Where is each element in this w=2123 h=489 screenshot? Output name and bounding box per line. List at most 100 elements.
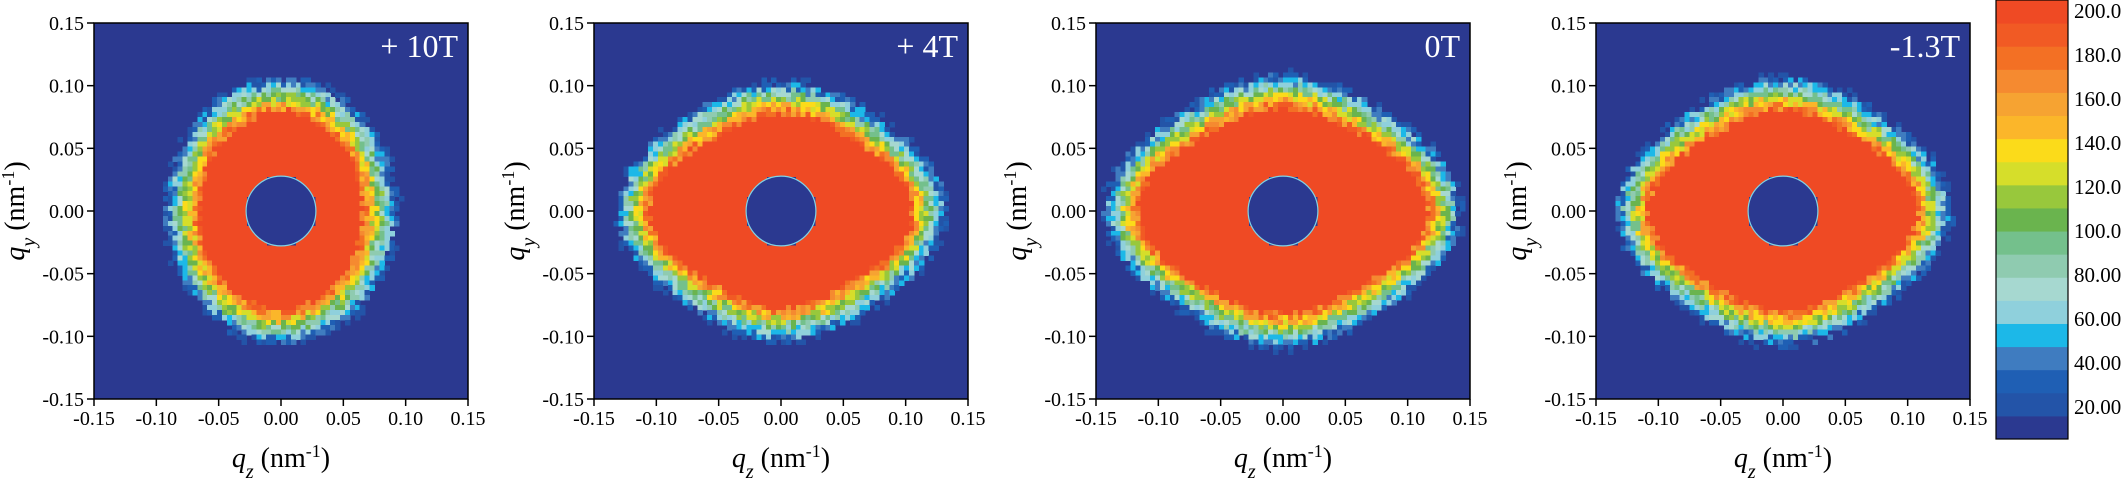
heatmap-cell	[202, 112, 208, 118]
heatmap-cell	[335, 117, 341, 123]
heatmap-cell	[349, 126, 356, 133]
heatmap-cell	[810, 112, 817, 118]
heatmap-cell	[1199, 181, 1205, 187]
heatmap-cell	[1110, 215, 1117, 222]
heatmap-cell	[677, 245, 684, 252]
heatmap-cell	[207, 176, 213, 182]
heatmap-cell	[721, 290, 728, 296]
heatmap-cell	[923, 181, 930, 187]
heatmap-cell	[212, 225, 218, 232]
heatmap-cell	[354, 225, 361, 232]
heatmap-cell	[618, 240, 625, 247]
heatmap-cell	[731, 92, 738, 98]
heatmap-cell	[359, 280, 366, 286]
heatmap-cell	[359, 211, 366, 217]
heatmap-cell	[310, 126, 317, 133]
heatmap-cell	[207, 131, 213, 138]
heatmap-cell	[271, 102, 277, 108]
heatmap-cell	[182, 270, 189, 276]
heatmap-cell	[226, 102, 233, 108]
heatmap-cell	[374, 151, 381, 158]
heatmap-cell	[379, 186, 385, 192]
heatmap-cell	[300, 324, 307, 331]
heatmap-cell	[667, 260, 674, 267]
heatmap-cell	[864, 136, 871, 143]
heatmap-cell	[187, 141, 194, 148]
heatmap-cell	[344, 131, 351, 138]
heatmap-cell	[820, 92, 826, 98]
heatmap-cell	[172, 215, 179, 222]
heatmap-cell	[657, 235, 664, 242]
heatmap-cell	[879, 131, 885, 138]
heatmap-cell	[884, 300, 890, 306]
heatmap-cell	[790, 112, 797, 118]
heatmap-cell	[197, 176, 203, 182]
heatmap-cell	[251, 126, 257, 133]
heatmap-cell	[305, 131, 312, 138]
heatmap-cell	[320, 126, 326, 133]
heatmap-cell	[633, 171, 639, 177]
heatmap-cell	[295, 260, 302, 267]
heatmap-cell	[251, 92, 257, 98]
heatmap-cell	[692, 245, 698, 252]
heatmap-cell	[335, 324, 341, 331]
heatmap-cell	[340, 260, 346, 267]
heatmap-cell	[305, 275, 312, 281]
heatmap-cell	[623, 206, 630, 212]
heatmap-cell	[795, 87, 802, 93]
heatmap-cell	[202, 126, 208, 133]
heatmap-cell	[359, 309, 366, 316]
heatmap-cell	[687, 141, 694, 148]
heatmap-cell	[785, 280, 792, 286]
heatmap-cell	[1194, 235, 1200, 242]
heatmap-cell	[1125, 220, 1132, 227]
heatmap-cell	[815, 131, 821, 138]
heatmap-cell	[217, 295, 223, 301]
heatmap-cell	[904, 146, 910, 153]
heatmap-cell	[894, 156, 900, 163]
heatmap-cell	[1194, 260, 1200, 267]
heatmap-cell	[359, 181, 366, 187]
heatmap-cell	[315, 82, 321, 88]
heatmap-cell	[781, 161, 787, 168]
heatmap-cell	[638, 250, 644, 257]
heatmap-cell	[1115, 225, 1122, 232]
heatmap-cell	[776, 146, 782, 153]
heatmap-cell	[662, 240, 669, 247]
heatmap-cell	[241, 215, 248, 222]
heatmap-cell	[271, 151, 277, 158]
heatmap-cell	[335, 275, 341, 281]
heatmap-cell	[879, 220, 885, 227]
heatmap-cell	[1140, 255, 1146, 262]
heatmap-cell	[653, 270, 659, 276]
heatmap-cell	[1164, 121, 1171, 128]
heatmap-cell	[1194, 250, 1200, 257]
heatmap-cell	[197, 260, 203, 267]
heatmap-cell	[1199, 186, 1205, 192]
heatmap-cell	[1164, 250, 1171, 257]
heatmap-cell	[236, 300, 243, 306]
heatmap-cell	[236, 156, 243, 163]
heatmap-cell	[1140, 250, 1146, 257]
heatmap-cell	[623, 230, 630, 237]
heatmap-cell	[354, 136, 361, 143]
heatmap-cell	[281, 166, 287, 173]
heatmap-cell	[864, 230, 871, 237]
heatmap-cell	[1184, 225, 1191, 232]
heatmap-cell	[731, 166, 738, 173]
heatmap-cell	[330, 136, 336, 143]
heatmap-cell	[290, 324, 297, 331]
heatmap-cell	[746, 235, 753, 242]
heatmap-cell	[1150, 206, 1156, 212]
heatmap-cell	[295, 255, 302, 262]
heatmap-cell	[305, 156, 312, 163]
heatmap-cell	[310, 181, 317, 187]
heatmap-cell	[707, 319, 713, 326]
heatmap-cell	[918, 156, 925, 163]
heatmap-cell	[840, 97, 846, 103]
heatmap-cell	[1194, 171, 1200, 177]
heatmap-cell	[648, 201, 654, 207]
heatmap-cell	[731, 260, 738, 267]
heatmap-cell	[825, 265, 831, 271]
heatmap-cell	[217, 117, 223, 123]
